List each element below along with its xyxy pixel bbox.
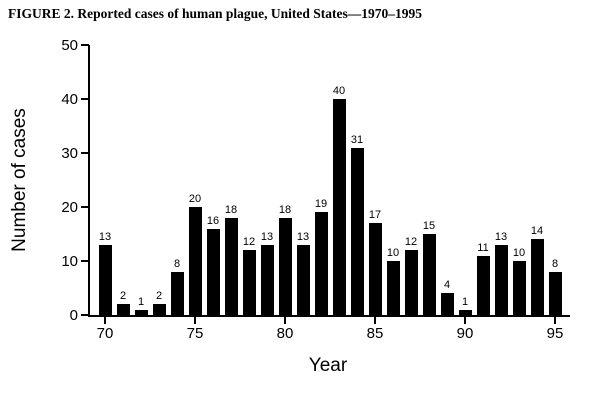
bar-value-label: 18 bbox=[224, 203, 238, 216]
y-axis-tick bbox=[81, 260, 89, 262]
y-axis-label: Number of cases bbox=[9, 108, 30, 252]
x-tick-label: 75 bbox=[186, 325, 204, 342]
x-tick-label: 90 bbox=[456, 325, 474, 342]
figure-title: FIGURE 2. Reported cases of human plague… bbox=[8, 6, 423, 21]
x-axis-tick bbox=[284, 315, 286, 324]
bar-value-label: 1 bbox=[461, 295, 469, 308]
bar-value-label: 18 bbox=[278, 203, 292, 216]
y-tick-label: 40 bbox=[61, 91, 78, 108]
bar-value-label: 14 bbox=[530, 225, 544, 238]
bar bbox=[440, 293, 454, 315]
bar bbox=[152, 304, 166, 315]
bar bbox=[422, 234, 436, 315]
bar-value-label: 16 bbox=[206, 214, 220, 227]
x-axis-tick bbox=[464, 315, 466, 324]
bar bbox=[530, 239, 544, 315]
y-axis-tick bbox=[81, 206, 89, 208]
bar bbox=[476, 255, 490, 315]
bar-value-label: 12 bbox=[242, 236, 256, 249]
y-tick-label: 50 bbox=[61, 37, 78, 54]
bar bbox=[332, 99, 346, 315]
bar-value-label: 15 bbox=[422, 220, 436, 232]
bar-value-label: 1 bbox=[137, 295, 145, 308]
bar bbox=[134, 309, 148, 315]
bar bbox=[188, 207, 202, 315]
bar bbox=[116, 304, 130, 315]
bar-value-label: 13 bbox=[494, 230, 508, 243]
bar-value-label: 12 bbox=[404, 236, 418, 249]
y-tick-label: 10 bbox=[61, 253, 78, 270]
bar bbox=[98, 244, 112, 315]
bar bbox=[404, 250, 418, 315]
bar-value-label: 10 bbox=[512, 247, 526, 259]
bar-value-label: 10 bbox=[386, 247, 400, 259]
bar-value-label: 13 bbox=[296, 230, 310, 243]
y-tick-label: 20 bbox=[61, 199, 78, 216]
y-axis-tick bbox=[81, 314, 89, 316]
bar-value-label: 13 bbox=[98, 230, 112, 243]
y-tick-label: 0 bbox=[69, 307, 78, 324]
bar-value-label: 31 bbox=[350, 133, 364, 146]
bar bbox=[548, 271, 562, 315]
bar-value-label: 17 bbox=[368, 209, 382, 222]
bar bbox=[494, 244, 508, 315]
x-axis-tick bbox=[554, 315, 556, 324]
bar bbox=[170, 271, 184, 315]
bar bbox=[224, 217, 238, 315]
bar bbox=[386, 261, 400, 315]
x-tick-label: 80 bbox=[276, 325, 294, 342]
bar-value-label: 4 bbox=[443, 279, 451, 292]
bar-value-label: 40 bbox=[332, 85, 346, 97]
plot-area: 13 2 1 2 8 20 16 18 12 13 18 13 19 40 31 17 10 12 15 4 1 11 13… bbox=[61, 37, 570, 342]
bar bbox=[512, 261, 526, 315]
y-tick-label: 30 bbox=[61, 145, 78, 162]
x-tick-label: 95 bbox=[546, 325, 564, 342]
y-axis-tick bbox=[81, 44, 89, 46]
bar bbox=[350, 147, 364, 315]
bar bbox=[458, 309, 472, 315]
x-tick-label: 85 bbox=[366, 325, 384, 342]
bar bbox=[278, 217, 292, 315]
bar-value-label: 20 bbox=[188, 193, 202, 205]
bar-value-label: 2 bbox=[119, 290, 127, 303]
bar bbox=[296, 244, 310, 315]
y-axis-tick bbox=[81, 98, 89, 100]
bar bbox=[242, 250, 256, 315]
x-tick-label: 70 bbox=[96, 325, 114, 342]
bar-value-label: 11 bbox=[477, 241, 489, 254]
x-axis-tick bbox=[194, 315, 196, 324]
bar bbox=[260, 244, 274, 315]
bar-value-label: 8 bbox=[551, 257, 559, 270]
bar-value-label: 19 bbox=[314, 198, 328, 211]
y-axis-tick bbox=[81, 152, 89, 154]
bar bbox=[314, 212, 328, 315]
bar-value-label: 13 bbox=[260, 230, 274, 243]
x-axis-tick bbox=[104, 315, 106, 324]
x-axis-label: Year bbox=[308, 355, 348, 376]
bar bbox=[206, 228, 220, 315]
bar-value-label: 2 bbox=[155, 290, 163, 303]
bar bbox=[368, 223, 382, 315]
bar-value-label: 8 bbox=[173, 257, 181, 270]
x-axis-tick bbox=[374, 315, 376, 324]
